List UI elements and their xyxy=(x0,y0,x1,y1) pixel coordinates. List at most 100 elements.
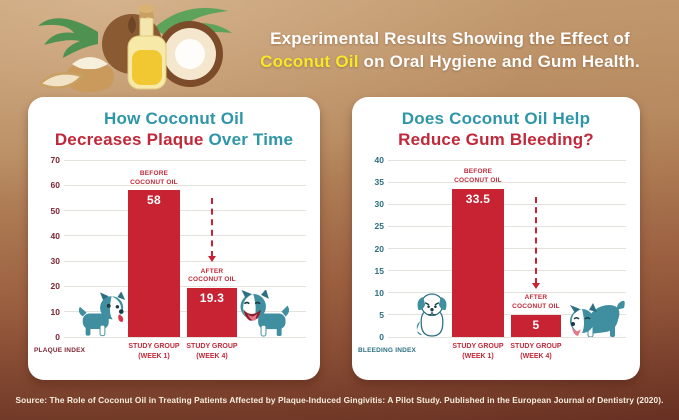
coconut-half-icon xyxy=(175,39,205,69)
coconut-wedge-icon xyxy=(39,72,85,89)
bar-value-label: 58 xyxy=(147,193,161,208)
bar-value-label: 5 xyxy=(532,317,540,332)
bar-before: 33.5 xyxy=(452,188,504,337)
y-tick-label: 35 xyxy=(374,177,384,188)
bar-after: 19.3 xyxy=(187,288,237,337)
y-tick-label: 70 xyxy=(50,155,60,165)
gridline-row: 60 xyxy=(34,180,306,191)
gridline xyxy=(388,159,626,161)
bar-annotation: AFTER COCONUT OIL xyxy=(512,294,560,311)
source-text: Source: The Role of Coconut Oil in Treat… xyxy=(15,395,664,405)
category-label: STUDY GROUP (WEEK 4) xyxy=(510,343,562,360)
coconut-shavings-icon xyxy=(72,57,108,70)
gridline-row: 10 xyxy=(34,306,306,317)
gridline xyxy=(64,311,306,313)
chart-title-line: Decreases Plaque Over Time xyxy=(28,129,320,150)
gridline-row: 0 xyxy=(34,332,306,342)
y-tick-label: 0 xyxy=(55,332,60,342)
plot-area: 0 10 20 30 40 50 60 70 58 BEFORE COCONUT OIL STUDY … xyxy=(34,155,306,360)
y-tick-label: 40 xyxy=(374,155,384,165)
gridline xyxy=(388,314,626,316)
category-label: STUDY GROUP (WEEK 1) xyxy=(128,343,180,360)
chart-title: Does Coconut Oil Help Reduce Gum Bleeding… xyxy=(352,108,640,150)
palm-frond-icon xyxy=(38,18,98,59)
coconut-oil-still-life xyxy=(36,0,238,102)
gridline-row: 30 xyxy=(358,199,626,210)
bar-before: 58 xyxy=(128,190,180,337)
gridline-row: 10 xyxy=(358,287,626,298)
gridline xyxy=(64,260,306,262)
y-tick-label: 60 xyxy=(50,180,60,191)
bar-value-label: 19.3 xyxy=(199,291,225,306)
y-tick-label: 15 xyxy=(374,265,384,276)
y-tick-label: 10 xyxy=(50,306,60,317)
boston-terrier-looking-icon xyxy=(78,292,126,337)
decrease-arrow-line xyxy=(211,198,213,258)
y-tick-label: 25 xyxy=(374,221,384,232)
chart-title-line: Reduce Gum Bleeding? xyxy=(352,129,640,150)
axis-title: BLEEDING INDEX xyxy=(358,347,417,354)
wooden-bowl-icon xyxy=(66,63,114,92)
chart-title-segment: Over Time xyxy=(203,130,294,150)
decrease-arrow-head xyxy=(208,256,216,263)
bar-after: 5 xyxy=(511,314,561,337)
gridline-row: 5 xyxy=(358,309,626,320)
y-tick-label: 50 xyxy=(50,205,60,216)
decrease-arrow-head xyxy=(532,282,540,289)
gridline-row: 50 xyxy=(34,205,306,216)
gridline-row: 40 xyxy=(34,230,306,241)
y-tick-label: 30 xyxy=(374,199,384,210)
bar-annotation: BEFORE COCONUT OIL xyxy=(454,168,502,184)
chart-title: How Coconut Oil Decreases Plaque Over Tim… xyxy=(28,108,320,150)
bar-annotation: BEFORE COCONUT OIL xyxy=(130,169,178,186)
category-label: STUDY GROUP (WEEK 4) xyxy=(186,343,238,360)
gridline xyxy=(64,184,306,186)
gridline xyxy=(64,235,306,237)
chart-title-line: How Coconut Oil xyxy=(28,108,320,129)
boston-terrier-playing-icon xyxy=(570,300,625,337)
category-label: STUDY GROUP (WEEK 1) xyxy=(452,343,504,360)
gridline-row: 20 xyxy=(34,281,306,292)
y-tick-label: 20 xyxy=(374,243,384,254)
page-title-line2: Coconut Oil on Oral Hygiene and Gum Heal… xyxy=(228,50,672,73)
gridline-row: 20 xyxy=(358,243,626,254)
coconut-icon xyxy=(128,16,136,34)
gridline xyxy=(388,270,626,272)
gridline xyxy=(388,336,626,338)
gridline xyxy=(388,225,626,227)
y-tick-label: 0 xyxy=(379,332,384,342)
chart-title-segment: Reduce Gum Bleeding? xyxy=(398,130,594,150)
bar-value-label: 33.5 xyxy=(465,191,491,206)
gridline-row: 0 xyxy=(358,332,626,342)
decrease-arrow-line xyxy=(535,196,537,284)
gridline xyxy=(388,203,626,205)
y-tick-label: 30 xyxy=(50,256,60,267)
gridline xyxy=(388,248,626,249)
page-title-highlight: Coconut Oil xyxy=(260,52,359,72)
gridline-row: 30 xyxy=(34,256,306,267)
y-tick-label: 5 xyxy=(379,309,384,320)
plot-area: 0 5 10 15 20 25 30 35 40 33.5 BEFORE COCONUT OIL STU… xyxy=(358,155,626,360)
gridline-row: 35 xyxy=(358,177,626,188)
gridline-row: 15 xyxy=(358,265,626,276)
gridline xyxy=(64,336,306,338)
oil-bottle-icon xyxy=(127,4,167,90)
boston-terrier-happy-icon xyxy=(240,290,290,337)
chart-title-line: Does Coconut Oil Help xyxy=(352,108,640,129)
page-title-line2-rest: on Oral Hygiene and Gum Health. xyxy=(358,52,640,72)
bar-annotation: AFTER COCONUT OIL xyxy=(188,267,236,284)
page-title: Experimental Results Showing the Effect … xyxy=(228,27,672,74)
chart-card: Does Coconut Oil Help Reduce Gum Bleeding… xyxy=(352,97,640,380)
chart-card: How Coconut Oil Decreases Plaque Over Tim… xyxy=(28,97,320,380)
gridline xyxy=(388,292,626,294)
y-tick-label: 20 xyxy=(50,281,60,292)
sad-puppy-icon xyxy=(416,293,447,337)
chart-title-segment: Does Coconut Oil Help xyxy=(401,109,591,128)
gridline-row: 70 xyxy=(34,155,306,165)
y-tick-label: 40 xyxy=(50,230,60,241)
y-tick-label: 10 xyxy=(374,287,384,298)
gridline-row: 40 xyxy=(358,155,626,165)
gridline xyxy=(388,181,626,183)
gridline xyxy=(64,159,306,161)
